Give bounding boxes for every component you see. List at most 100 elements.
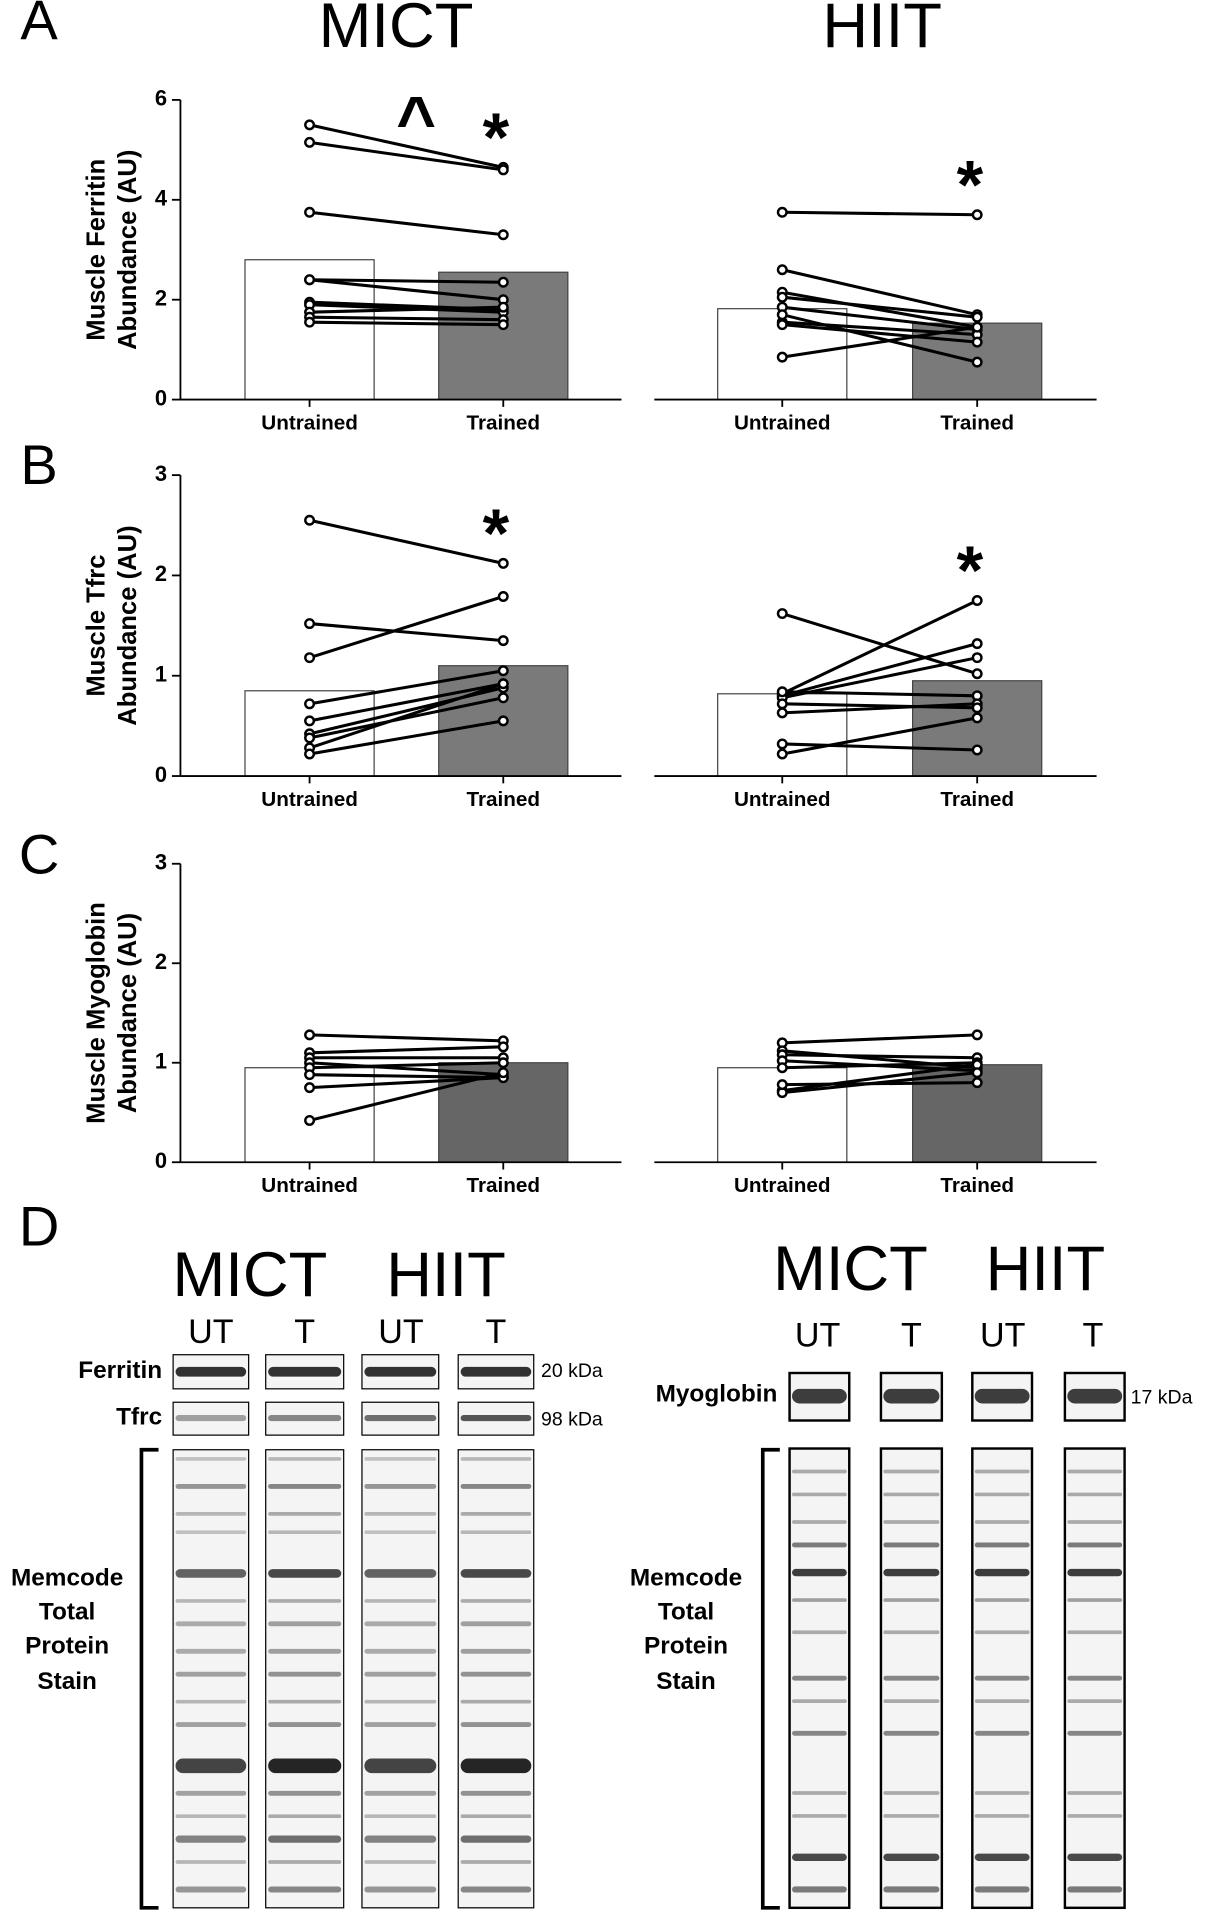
subject-point xyxy=(497,665,509,677)
subject-point xyxy=(497,635,509,647)
subject-point xyxy=(304,652,316,664)
y-tick-label: 6 xyxy=(155,86,167,111)
band xyxy=(268,1512,342,1516)
band xyxy=(364,1835,437,1843)
band xyxy=(364,1599,437,1603)
band xyxy=(792,1853,847,1861)
subject-point xyxy=(497,1041,509,1053)
subject-point xyxy=(971,595,983,606)
y-tick-label: 1 xyxy=(155,662,167,687)
subject-line xyxy=(781,313,978,364)
band xyxy=(364,1621,437,1627)
subject-point xyxy=(971,1067,983,1079)
x-tick-label: Trained xyxy=(940,788,1014,811)
band xyxy=(364,1790,437,1796)
band xyxy=(460,1415,532,1422)
band xyxy=(1067,1791,1123,1795)
subject-line xyxy=(782,305,978,332)
band xyxy=(268,1457,342,1461)
band xyxy=(792,1388,847,1404)
subject-point xyxy=(497,229,509,241)
stain-label: Memcode xyxy=(630,1564,742,1591)
subject-point xyxy=(497,591,509,602)
x-tick-label: Trained xyxy=(466,1174,540,1197)
band xyxy=(175,1835,247,1843)
band xyxy=(883,1542,940,1548)
blot-lane xyxy=(788,1447,851,1910)
band xyxy=(883,1598,940,1602)
subject-point xyxy=(304,715,316,727)
subject-point xyxy=(971,638,983,650)
subject-line xyxy=(782,690,978,698)
band xyxy=(883,1853,940,1861)
band xyxy=(792,1791,847,1795)
band xyxy=(883,1675,940,1681)
band xyxy=(175,1599,247,1603)
band xyxy=(974,1542,1030,1548)
y-tick-label: 3 xyxy=(155,461,167,486)
band xyxy=(364,1886,437,1893)
band xyxy=(792,1886,847,1893)
subject-point xyxy=(971,311,983,323)
lane-label: T xyxy=(294,1313,315,1351)
subject-line xyxy=(309,1045,504,1055)
y-axis-label: Muscle Ferritin xyxy=(82,159,110,341)
protein-label: Ferritin xyxy=(78,1357,162,1384)
blot-lane xyxy=(361,1449,440,1909)
band xyxy=(1067,1814,1123,1818)
subject-point xyxy=(971,336,983,348)
column-title: HIIT xyxy=(822,0,942,61)
y-axis-label: Abundance (AU) xyxy=(114,525,142,725)
band xyxy=(175,1860,247,1864)
subject-point xyxy=(304,1114,316,1126)
stain-label: Memcode xyxy=(11,1564,123,1591)
band xyxy=(792,1542,847,1548)
subject-point xyxy=(971,321,983,333)
band xyxy=(460,1860,532,1864)
blot-lane xyxy=(172,1401,250,1436)
subject-point xyxy=(304,206,316,218)
x-tick-label: Untrained xyxy=(734,788,831,811)
subject-line xyxy=(309,1073,504,1080)
band xyxy=(1067,1598,1123,1602)
band xyxy=(792,1730,847,1736)
band xyxy=(883,1886,940,1893)
band xyxy=(268,1599,342,1603)
subject-line xyxy=(309,682,504,750)
band xyxy=(364,1671,437,1677)
subject-point xyxy=(497,319,509,331)
subject-point xyxy=(776,309,788,321)
band xyxy=(364,1530,437,1535)
x-tick-label: Untrained xyxy=(261,788,358,811)
band xyxy=(460,1758,532,1774)
subject-line xyxy=(309,1033,504,1043)
subject-point xyxy=(497,301,509,313)
subject-point xyxy=(776,707,788,719)
y-tick-label: 2 xyxy=(155,285,167,310)
y-tick-label: 3 xyxy=(155,850,167,875)
x-tick-label: Trained xyxy=(466,411,540,434)
subject-point xyxy=(776,291,788,303)
subject-point xyxy=(776,206,788,218)
subject-point xyxy=(971,652,983,664)
band xyxy=(1067,1853,1123,1861)
subject-point xyxy=(304,698,316,710)
subject-point xyxy=(971,1077,983,1089)
y-tick-label: 0 xyxy=(155,1148,167,1173)
blot-lane xyxy=(971,1447,1034,1910)
band xyxy=(364,1648,437,1654)
band xyxy=(792,1568,847,1577)
stain-label: Total xyxy=(658,1598,714,1625)
blot-lane xyxy=(265,1401,345,1436)
bracket xyxy=(760,1447,780,1910)
blot-lane xyxy=(457,1449,535,1909)
x-tick-label: Untrained xyxy=(261,411,358,434)
subject-point xyxy=(304,119,316,131)
lane-label: UT xyxy=(378,1313,424,1351)
band xyxy=(792,1520,847,1524)
band xyxy=(883,1492,940,1497)
band xyxy=(175,1569,247,1578)
annotation: * xyxy=(957,147,984,223)
panel-label: B xyxy=(20,433,57,496)
